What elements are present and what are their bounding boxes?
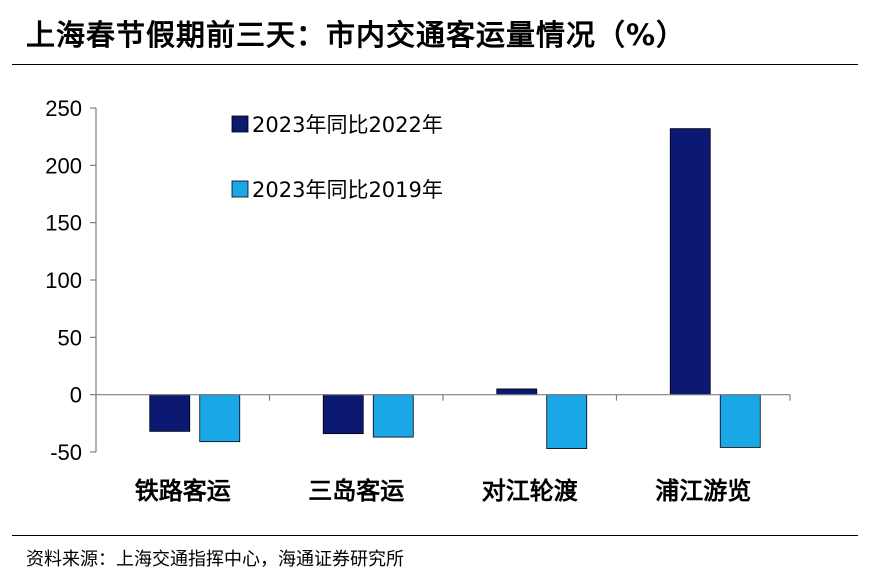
bar-vs-2019-2	[546, 394, 588, 449]
y-tick-label: 0	[70, 383, 82, 408]
y-axis: -50 0 50 100 150 200 250	[45, 96, 97, 465]
y-tick-label: -50	[50, 440, 82, 465]
bar-vs-2019-0	[199, 394, 241, 443]
bar-vs-2019-3	[719, 394, 761, 448]
source-note: 资料来源：上海交通指挥中心，海通证券研究所	[26, 549, 404, 570]
legend-swatch	[231, 180, 249, 198]
legend-label: 2023年同比2022年	[252, 113, 443, 137]
y-tick-label: 50	[58, 325, 82, 350]
legend: 2023年同比2022年 2023年同比2019年	[231, 113, 443, 202]
bar-vs-2022-1	[322, 394, 364, 435]
legend-swatch	[231, 115, 249, 133]
y-tick-label: 100	[45, 268, 82, 293]
bar-vs-2022-0	[149, 394, 191, 432]
y-tick-label: 150	[45, 211, 82, 236]
x-axis: 铁路客运 三岛客运 对江轮渡 浦江游览	[95, 394, 791, 505]
bar-vs-2019-1	[372, 394, 414, 438]
bars	[149, 128, 761, 449]
title-divider	[12, 64, 858, 65]
x-category-label: 对江轮渡	[482, 477, 579, 505]
y-tick-label: 250	[45, 96, 82, 121]
legend-label: 2023年同比2019年	[252, 178, 443, 202]
source-divider	[12, 535, 858, 536]
chart-title: 上海春节假期前三天：市内交通客运量情况（%）	[26, 18, 687, 52]
x-category-label: 三岛客运	[308, 477, 404, 505]
bar-vs-2022-2	[496, 388, 538, 396]
bar-vs-2022-3	[669, 128, 711, 396]
x-category-label: 浦江游览	[655, 477, 751, 505]
x-category-label: 铁路客运	[135, 477, 231, 505]
y-tick-label: 200	[45, 153, 82, 178]
